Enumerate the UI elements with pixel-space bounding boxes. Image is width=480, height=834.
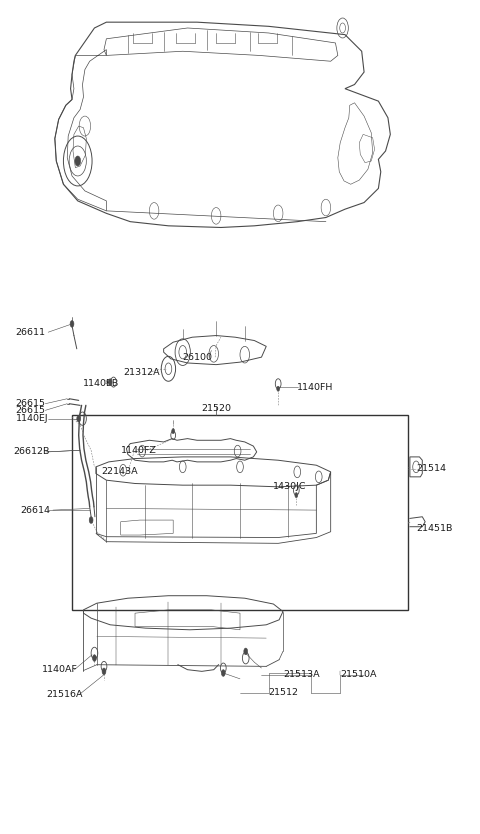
Circle shape: [244, 648, 248, 655]
Text: 22143A: 22143A: [102, 467, 138, 476]
Text: 21513A: 21513A: [283, 671, 320, 679]
Circle shape: [75, 156, 81, 166]
Text: 26614: 26614: [21, 505, 50, 515]
Text: 1140FH: 1140FH: [297, 383, 334, 392]
Text: 21312A: 21312A: [123, 368, 160, 377]
Text: 26615: 26615: [16, 406, 46, 414]
Text: 1140FZ: 1140FZ: [120, 445, 156, 455]
Text: 26100: 26100: [183, 353, 213, 362]
Circle shape: [93, 655, 96, 661]
Text: 26612B: 26612B: [13, 447, 50, 456]
Circle shape: [295, 493, 298, 498]
Text: 21520: 21520: [201, 404, 231, 413]
Text: 1430JC: 1430JC: [274, 482, 307, 491]
Circle shape: [277, 386, 280, 391]
Bar: [72, 414, 408, 610]
Circle shape: [172, 429, 175, 434]
Circle shape: [221, 670, 225, 676]
Text: 1140EB: 1140EB: [83, 379, 119, 389]
Circle shape: [102, 668, 106, 675]
Text: 21512: 21512: [269, 688, 299, 697]
Circle shape: [89, 517, 93, 524]
Text: 1140EJ: 1140EJ: [16, 414, 48, 423]
Text: 1140AF: 1140AF: [42, 666, 78, 674]
Text: 21516A: 21516A: [47, 690, 83, 699]
Circle shape: [108, 379, 112, 385]
Text: 26611: 26611: [16, 328, 46, 337]
Text: 21510A: 21510A: [340, 671, 377, 679]
Text: 26615: 26615: [16, 399, 46, 408]
Text: 21451B: 21451B: [417, 524, 453, 533]
Text: 21514: 21514: [417, 464, 446, 473]
Circle shape: [70, 320, 74, 327]
Circle shape: [77, 415, 81, 422]
